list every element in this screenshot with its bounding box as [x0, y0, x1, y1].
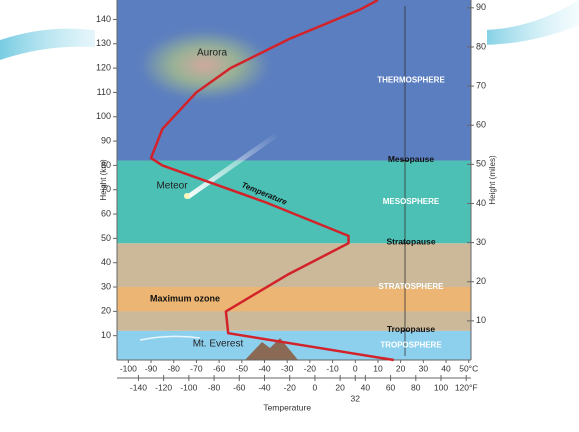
x-axis-label: Temperature	[263, 402, 311, 412]
y-tick-label: 10	[101, 330, 111, 340]
x-tick-label: 40	[441, 363, 451, 373]
aurora-glow	[140, 30, 270, 100]
x2-tick-label: -20	[284, 382, 297, 392]
x-tick-label: 30	[419, 363, 429, 373]
y2-tick-label: 80	[476, 41, 486, 51]
x-tick-label: -20	[304, 363, 317, 373]
ozone-label: Maximum ozone	[150, 294, 220, 304]
x2-tick-label: 120°F	[455, 382, 478, 392]
x-tick-label: -90	[145, 363, 158, 373]
layer-label: MESOSPHERE	[383, 197, 440, 206]
x-tick-label: -100	[120, 363, 137, 373]
x2-tick-label: 80	[411, 382, 421, 392]
x2-tick-label: -40	[258, 382, 271, 392]
x-tick-label: -10	[326, 363, 339, 373]
y2-tick-label: 20	[476, 276, 486, 286]
x-tick-label: -40	[258, 363, 271, 373]
y-tick-label: 30	[101, 281, 111, 291]
y-tick-label: 60	[101, 208, 111, 218]
y-tick-label: 40	[101, 257, 111, 267]
x2-tick-label: 0	[313, 382, 318, 392]
y2-tick-label: 60	[476, 120, 486, 130]
x-tick-label: -70	[190, 363, 203, 373]
y2-tick-label: 70	[476, 80, 486, 90]
y2-tick-label: 30	[476, 237, 486, 247]
x-tick-label: 20	[396, 363, 406, 373]
x2-tick-label: -80	[208, 382, 221, 392]
annotation: Aurora	[197, 48, 227, 59]
y-tick-label: 110	[97, 87, 111, 97]
x2-tick-label: 40	[361, 382, 371, 392]
y-axis-label: Height (km)	[99, 159, 108, 201]
x-tick-label: 0	[353, 363, 358, 373]
x-tick-label: 10	[373, 363, 383, 373]
y-tick-label: 130	[96, 38, 111, 48]
x2-tick-label: -100	[180, 382, 197, 392]
y2-tick-label: 10	[476, 315, 486, 325]
y-tick-label: 100	[96, 111, 111, 121]
y2-tick-label: 40	[476, 198, 486, 208]
decoration	[480, 0, 579, 45]
y-tick-label: 20	[101, 306, 111, 316]
x-tick-label: -50	[236, 363, 249, 373]
y2-axis-label: Height (miles)	[488, 155, 497, 205]
x2-tick-label: 20	[335, 382, 345, 392]
layer-label: TROPOSPHERE	[380, 341, 442, 350]
y-tick-label: 120	[96, 62, 111, 72]
meteor-head	[184, 193, 190, 199]
annotation: Meteor	[156, 181, 188, 192]
y-tick-label: 90	[101, 135, 111, 145]
pause-label: Stratopause	[386, 236, 435, 246]
pause-label: Mesopause	[388, 154, 435, 164]
x2-tick-label: 32	[351, 393, 361, 403]
y2-tick-label: 90	[476, 2, 486, 12]
x-tick-label: -80	[168, 363, 181, 373]
x-tick-label: 50°C	[459, 363, 478, 373]
pause-label: Tropopause	[387, 324, 435, 334]
slide: Aurora Meteor Mt. Everest TROPOSPHERE STR…	[0, 0, 579, 427]
x2-tick-label: -140	[130, 382, 147, 392]
x2-tick-label: 60	[386, 382, 396, 392]
x2-tick-label: 100	[434, 382, 448, 392]
layer-label: THERMOSPHERE	[377, 75, 445, 84]
x-tick-label: -60	[213, 363, 226, 373]
annotation: Mt. Everest	[193, 339, 244, 350]
x2-tick-label: -60	[233, 382, 246, 392]
layer-label: STRATOSPHERE	[378, 282, 444, 291]
y2-tick-label: 50	[476, 159, 486, 169]
x-tick-label: -30	[281, 363, 294, 373]
y-tick-label: 140	[96, 14, 111, 24]
x2-tick-label: -120	[155, 382, 172, 392]
y-tick-label: 50	[101, 233, 111, 243]
